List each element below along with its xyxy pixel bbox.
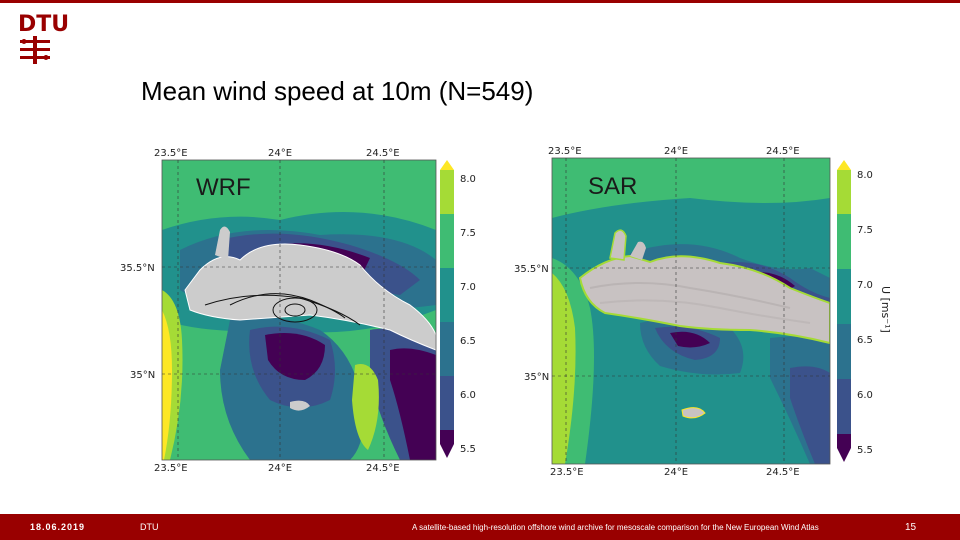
wrf-lon-tick-top-3: 24.5°E bbox=[366, 148, 400, 159]
sar-map-figure: SAR 23.5°E 24°E 24.5°E 23.5°E 24°E 24.5°… bbox=[514, 146, 892, 478]
footer-description: A satellite-based high-resolution offsho… bbox=[412, 523, 819, 532]
wrf-colorbar-tick-7-5: 7.5 bbox=[460, 228, 476, 239]
footer-org: DTU bbox=[140, 522, 159, 532]
footer-page-number: 15 bbox=[905, 522, 917, 533]
wrf-lon-tick-bottom-2: 24°E bbox=[268, 463, 292, 474]
wrf-lon-tick-bottom-3: 24.5°E bbox=[366, 463, 400, 474]
top-brand-rule bbox=[0, 0, 960, 3]
wrf-map-panel: WRF 23.5°E 24°E 24.5°E 23.5°E 24°E 24.5°… bbox=[100, 140, 500, 480]
wrf-lat-tick-2: 35°N bbox=[130, 370, 155, 381]
wrf-lon-tick-bottom-1: 23.5°E bbox=[154, 463, 188, 474]
wrf-lon-tick-top-1: 23.5°E bbox=[154, 148, 188, 159]
sar-panel-label: SAR bbox=[588, 173, 637, 200]
slide-title: Mean wind speed at 10m (N=549) bbox=[141, 76, 534, 106]
sar-colorbar-tick-7-0: 7.0 bbox=[857, 280, 873, 291]
wrf-map-figure: WRF 23.5°E 24°E 24.5°E 23.5°E 24°E 24.5°… bbox=[120, 148, 476, 474]
wrf-lat-tick-1: 35.5°N bbox=[120, 263, 155, 274]
colorbar-unit-label: U [ms⁻¹] bbox=[879, 286, 892, 333]
dtu-logo: DTU bbox=[18, 12, 70, 70]
wrf-lon-tick-top-2: 24°E bbox=[268, 148, 292, 159]
sar-colorbar-tick-6-0: 6.0 bbox=[857, 390, 873, 401]
sar-colorbar-tick-5-5: 5.5 bbox=[857, 445, 873, 456]
sar-map-field bbox=[552, 158, 830, 464]
sar-colorbar-tick-7-5: 7.5 bbox=[857, 225, 873, 236]
wrf-colorbar-tick-8-0: 8.0 bbox=[460, 174, 476, 185]
sar-colorbar: 8.0 7.5 7.0 6.5 6.0 5.5 U [ms⁻¹] bbox=[837, 160, 892, 462]
wrf-map-field bbox=[162, 160, 436, 460]
sar-lon-tick-bottom-3: 24.5°E bbox=[766, 467, 800, 478]
wrf-colorbar: 8.0 7.5 7.0 6.5 6.0 5.5 bbox=[440, 160, 476, 458]
wrf-colorbar-tick-6-0: 6.0 bbox=[460, 390, 476, 401]
sar-lon-tick-bottom-2: 24°E bbox=[664, 467, 688, 478]
sar-colorbar-tick-6-5: 6.5 bbox=[857, 335, 873, 346]
sar-lon-tick-top-2: 24°E bbox=[664, 146, 688, 157]
sar-lat-tick-2: 35°N bbox=[524, 372, 549, 383]
wrf-colorbar-tick-5-5: 5.5 bbox=[460, 444, 476, 455]
wrf-colorbar-tick-7-0: 7.0 bbox=[460, 282, 476, 293]
sar-map-panel: SAR 23.5°E 24°E 24.5°E 23.5°E 24°E 24.5°… bbox=[490, 138, 900, 483]
footer-date: 18.06.2019 bbox=[30, 522, 86, 532]
sar-lat-tick-1: 35.5°N bbox=[514, 264, 549, 275]
wrf-panel-label: WRF bbox=[196, 174, 251, 201]
dtu-logo-symbol-icon bbox=[20, 36, 50, 64]
sar-colorbar-tick-8-0: 8.0 bbox=[857, 170, 873, 181]
wrf-colorbar-tick-6-5: 6.5 bbox=[460, 336, 476, 347]
sar-lon-tick-top-1: 23.5°E bbox=[548, 146, 582, 157]
footer-bar: 18.06.2019 DTU A satellite-based high-re… bbox=[0, 514, 960, 540]
sar-lon-tick-bottom-1: 23.5°E bbox=[550, 467, 584, 478]
dtu-logo-text: DTU bbox=[18, 12, 70, 37]
sar-lon-tick-top-3: 24.5°E bbox=[766, 146, 800, 157]
